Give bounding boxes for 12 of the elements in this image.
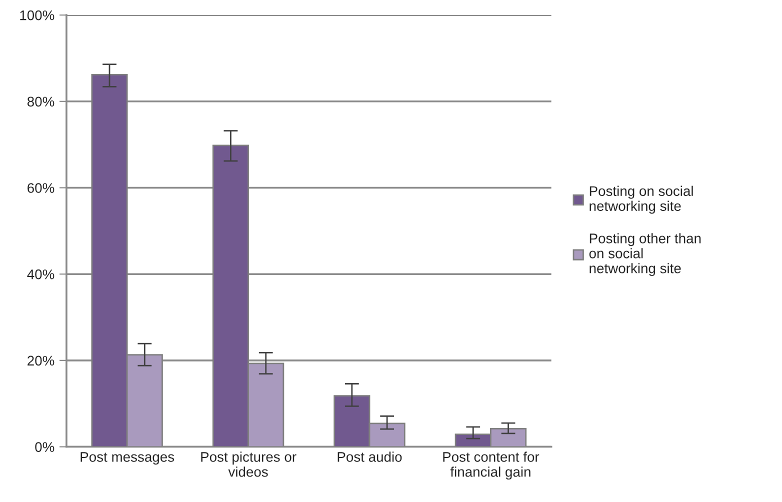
- y-tick-label: 80%: [27, 96, 54, 107]
- x-tick-label: Post pictures or videos: [201, 452, 296, 477]
- x-tick-label: Post audio: [338, 452, 402, 462]
- y-tick-label: 40%: [27, 269, 54, 280]
- y-tick-label: 100%: [20, 10, 54, 20]
- y-tick-label: 0%: [35, 442, 54, 452]
- x-tick-label: Post messages: [80, 452, 174, 465]
- y-tick-label: 20%: [28, 356, 54, 366]
- x-tick-label: Post content for financial gain: [443, 452, 540, 480]
- legend-label: Posting other than on social networking site: [589, 233, 701, 276]
- y-tick-label: 60%: [28, 183, 54, 193]
- legend-label: Posting on social networking site: [590, 186, 693, 214]
